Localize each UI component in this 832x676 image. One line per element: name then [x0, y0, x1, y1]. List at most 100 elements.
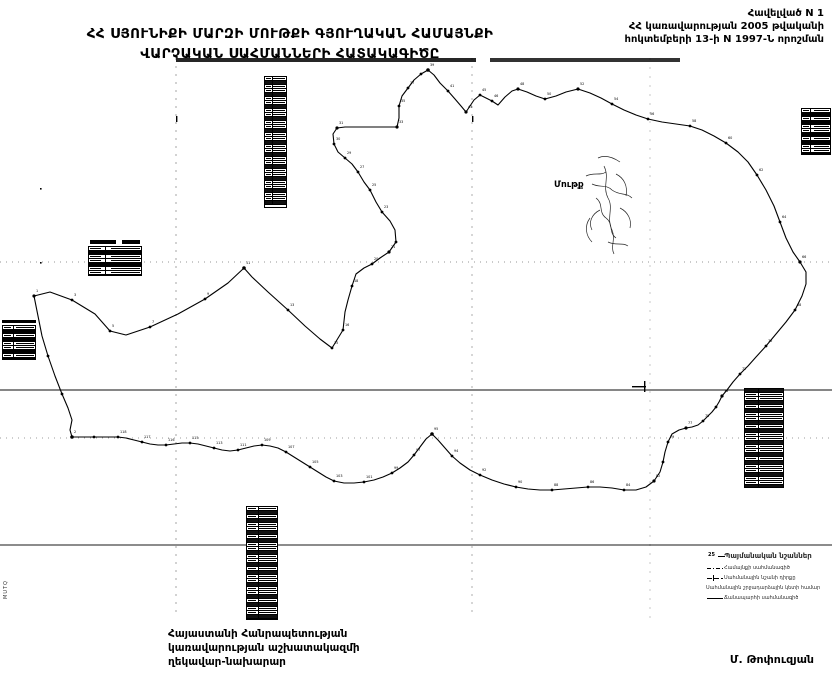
- svg-text:39: 39: [430, 63, 434, 67]
- margin-scan-code: MUTQ: [3, 580, 9, 599]
- community-boundary-path: [33, 69, 807, 491]
- svg-text:45: 45: [482, 88, 486, 92]
- dash-dot-line-icon: [706, 564, 724, 572]
- svg-text:29: 29: [347, 151, 351, 155]
- map-legend: Պայմանական նշաններ Համայնքի սահմանագիծ Ս…: [706, 552, 830, 604]
- table-cap-left-edge: [2, 320, 36, 323]
- svg-text:18: 18: [354, 279, 358, 283]
- svg-text:64: 64: [782, 215, 786, 219]
- svg-text:20: 20: [374, 257, 378, 261]
- legend-row-road: Ճանապարհի սահմանագիծ: [706, 594, 830, 602]
- svg-text:11: 11: [246, 261, 250, 265]
- signatory-title-line-2: կառավարության աշխատակազմի: [168, 642, 360, 654]
- scan-band-top-2: [490, 58, 680, 62]
- svg-text:37: 37: [410, 81, 414, 85]
- coord-table-bottom-right[interactable]: [744, 388, 784, 488]
- numbered-point-icon: 25: [708, 552, 726, 560]
- coord-table-top-center[interactable]: [264, 76, 287, 208]
- svg-text:97: 97: [416, 448, 420, 452]
- svg-text:7: 7: [152, 320, 154, 324]
- svg-text:116: 116: [168, 438, 174, 442]
- village-relief-sketch: [585, 156, 633, 255]
- svg-text:94: 94: [454, 449, 458, 453]
- svg-text:107: 107: [288, 445, 294, 449]
- scan-band-top: [176, 58, 476, 62]
- svg-text:13: 13: [290, 303, 294, 307]
- table-cap-top-left: [90, 240, 116, 244]
- svg-text:118: 118: [120, 430, 126, 434]
- coord-table-bottom-center[interactable]: [246, 506, 278, 620]
- village-name-label: Մութք: [554, 180, 584, 190]
- document-reference-line-1: Հավելված N 1: [747, 8, 824, 19]
- cross-line-icon: [706, 574, 724, 582]
- coord-table-left-edge[interactable]: [2, 325, 36, 360]
- svg-text:86: 86: [590, 480, 594, 484]
- coord-table-top-right[interactable]: [801, 108, 831, 155]
- svg-text:3: 3: [74, 293, 76, 297]
- svg-text:31: 31: [339, 121, 343, 125]
- svg-text:50: 50: [547, 92, 551, 96]
- svg-text:77: 77: [688, 421, 692, 425]
- svg-text:58: 58: [692, 119, 696, 123]
- svg-text:113: 113: [216, 441, 222, 445]
- svg-text:9: 9: [207, 292, 209, 296]
- svg-text:35: 35: [401, 99, 405, 103]
- svg-text:70: 70: [768, 339, 772, 343]
- svg-text:43: 43: [468, 105, 472, 109]
- solid-line-icon: [706, 594, 724, 602]
- svg-text:56: 56: [650, 112, 654, 116]
- signatory-name: Մ. Թոփուզյան: [729, 653, 814, 666]
- svg-text:68: 68: [797, 303, 801, 307]
- svg-text:2: 2: [74, 430, 76, 434]
- signatory-title: Հայաստանի Հանրապետության կառավարության ա…: [168, 627, 468, 669]
- legend-label-road: Ճանապարհի սահմանագիծ: [724, 595, 799, 601]
- document-reference: Հավելված N 1 ՀՀ կառավարության 2005 թվակա…: [554, 7, 824, 46]
- svg-text:48: 48: [520, 82, 524, 86]
- legend-row-marker: Սահմանային նշանի դիրքը: [706, 574, 830, 582]
- svg-text:62: 62: [759, 168, 763, 172]
- svg-text:16: 16: [345, 323, 349, 327]
- legend-label-boundary: Համայնքի սահմանագիծ: [724, 565, 790, 571]
- svg-text:41: 41: [450, 84, 454, 88]
- svg-text:95: 95: [434, 427, 438, 431]
- svg-text:99: 99: [394, 466, 398, 470]
- svg-text:66: 66: [802, 255, 806, 259]
- map-grid: [0, 58, 832, 618]
- svg-text:5: 5: [112, 324, 114, 328]
- svg-text:79: 79: [670, 435, 674, 439]
- legend-row-vertex-number: 25 Սահմանային շրջադարձային կետի համար: [706, 552, 830, 592]
- svg-text:109: 109: [264, 438, 270, 442]
- svg-text:103: 103: [336, 474, 342, 478]
- legend-title: Պայմանական նշաններ: [724, 552, 812, 560]
- svg-text:30: 30: [336, 137, 340, 141]
- svg-text:25: 25: [372, 183, 376, 187]
- svg-text:60: 60: [728, 136, 732, 140]
- legend-label-marker: Սահմանային նշանի դիրքը: [724, 575, 796, 581]
- signatory-title-line-1: Հայաստանի Հանրապետության: [168, 628, 348, 640]
- svg-text:52: 52: [580, 82, 584, 86]
- document-reference-line-3: հոկտեմբերի 13-ի N 1997-Ն որոշման: [624, 34, 824, 45]
- svg-text:84: 84: [626, 483, 630, 487]
- svg-text:105: 105: [312, 460, 318, 464]
- boundary-vertex-markers: [32, 68, 802, 492]
- coord-table-top-left[interactable]: [88, 246, 142, 276]
- svg-text:27: 27: [360, 165, 364, 169]
- svg-text:90: 90: [518, 480, 522, 484]
- svg-text:72: 72: [742, 367, 746, 371]
- svg-text:88: 88: [554, 483, 558, 487]
- svg-text:117: 117: [144, 435, 150, 439]
- document-reference-line-2: ՀՀ կառավարության 2005 թվականի: [628, 21, 824, 32]
- svg-text:111: 111: [240, 443, 246, 447]
- svg-text:82: 82: [656, 474, 660, 478]
- svg-text:115: 115: [192, 436, 198, 440]
- table-cap-top-left-2: [122, 240, 140, 244]
- svg-text:73: 73: [724, 389, 728, 393]
- legend-label-vertex-number: Սահմանային շրջադարձային կետի համար: [706, 585, 821, 591]
- svg-text:92: 92: [482, 468, 486, 472]
- svg-text:46: 46: [494, 94, 498, 98]
- signatory-title-line-3: ղեկավար-նախարար: [168, 656, 286, 668]
